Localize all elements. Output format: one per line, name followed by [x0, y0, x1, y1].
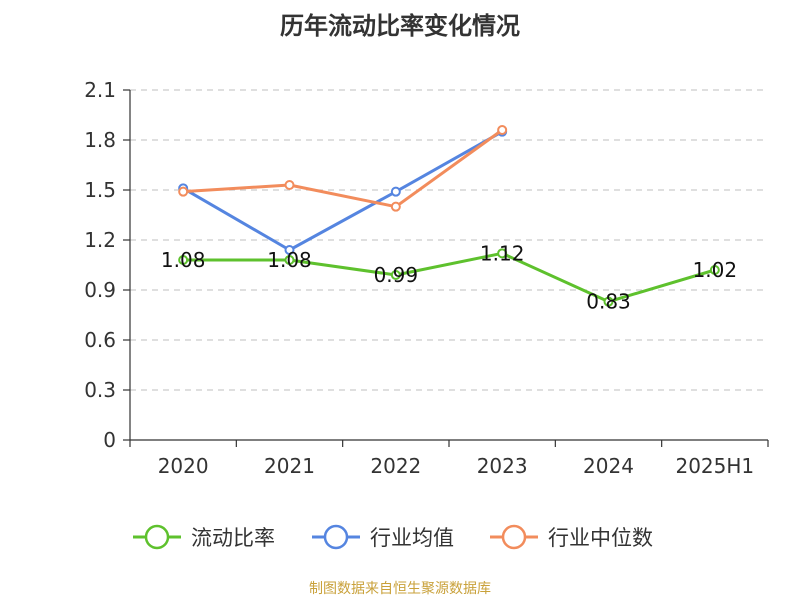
- legend[interactable]: 流动比率 行业均值 行业中位数: [133, 524, 653, 550]
- x-tick-label: 2024: [583, 454, 634, 478]
- industry-median-point: [390, 201, 401, 212]
- current-ratio-point: [284, 255, 295, 265]
- x-tick-label: 2021: [264, 454, 315, 478]
- industry-median-point: [178, 186, 189, 197]
- legend-label: 行业中位数: [548, 526, 653, 550]
- chart-title: 历年流动比率变化情况: [280, 12, 520, 40]
- y-tick-label: 1.5: [84, 178, 116, 202]
- y-tick-label: 0.6: [84, 328, 116, 352]
- x-tick-label: 2025H1: [675, 454, 754, 478]
- legend-label: 流动比率: [191, 526, 275, 550]
- industry-mean-point: [284, 245, 295, 255]
- data-label: 1.08: [161, 248, 206, 272]
- current-ratio-point: [603, 296, 614, 307]
- x-tick-label: 2023: [477, 454, 528, 478]
- y-tick-label: 1.8: [84, 128, 116, 152]
- legend-item-industry-mean[interactable]: 行业均值: [312, 524, 454, 550]
- legend-label: 行业均值: [370, 526, 454, 550]
- data-label: 1.02: [693, 258, 738, 282]
- current-ratio-point: [497, 248, 508, 259]
- legend-item-industry-median[interactable]: 行业中位数: [490, 524, 653, 550]
- industry-mean-line: [182, 130, 503, 252]
- data-label: 1.12: [480, 241, 525, 265]
- y-tick-label: 0: [103, 428, 116, 452]
- y-tick-label: 1.2: [84, 228, 116, 252]
- legend-marker-icon: [323, 524, 349, 550]
- x-tick-label: 2022: [370, 454, 421, 478]
- data-label: 1.08: [267, 248, 312, 272]
- current-ratio-line: [183, 251, 716, 304]
- industry-median-point: [497, 125, 508, 135]
- legend-marker-icon: [501, 524, 527, 550]
- current-ratio-point: [390, 270, 401, 280]
- current-ratio-point: [709, 265, 720, 275]
- data-labels: 1.08 1.08 0.99 1.12 0.83 1.02: [161, 241, 737, 313]
- x-tick-label: 2020: [158, 454, 209, 478]
- source-note: 制图数据来自恒生聚源数据库: [309, 581, 491, 597]
- grid-lines: [130, 89, 768, 391]
- industry-median-point: [284, 180, 295, 190]
- industry-mean-point: [390, 186, 401, 197]
- axes: 0 0.3 0.6 0.9 1.2 1.5 1.8 2.1 2020 2021 2022 2023 20…: [84, 78, 769, 478]
- industry-median-line: [183, 128, 504, 209]
- y-tick-label: 0.3: [84, 378, 116, 402]
- y-tick-label: 2.1: [84, 78, 116, 102]
- legend-item-current-ratio[interactable]: 流动比率: [133, 524, 275, 550]
- current-ratio-point: [178, 255, 189, 265]
- legend-marker-icon: [144, 524, 170, 550]
- data-label: 0.83: [586, 290, 631, 314]
- y-tick-label: 0.9: [84, 278, 116, 302]
- series-lines: [178, 125, 720, 307]
- data-label: 0.99: [374, 263, 419, 287]
